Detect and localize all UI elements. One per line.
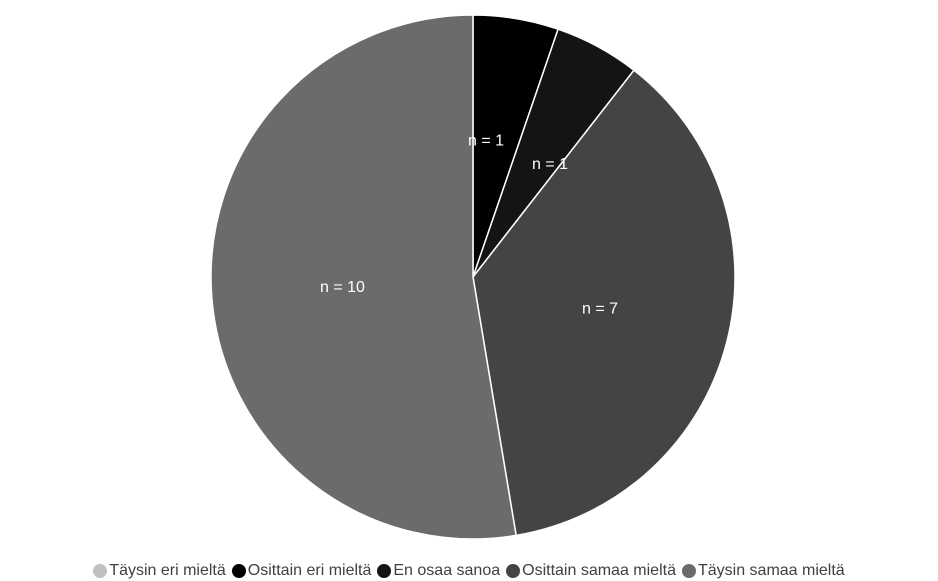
- legend-swatch: [681, 563, 696, 578]
- legend-swatch: [506, 563, 521, 578]
- legend-label: Osittain eri mieltä: [247, 561, 372, 579]
- legend-item-osittain-samaa-mielta: Osittain samaa mieltä: [506, 562, 676, 580]
- legend-label: Täysin eri mieltä: [109, 561, 226, 579]
- pie-slices: [210, 14, 736, 540]
- pie-slice-taysin-samaa-mielta: [210, 14, 517, 540]
- legend-label: Osittain samaa mieltä: [522, 561, 676, 579]
- legend-item-taysin-samaa-mielta: Täysin samaa mieltä: [681, 561, 845, 580]
- data-label-osittain-samaa-mielta: n = 7: [582, 300, 618, 317]
- legend-label: Täysin samaa mieltä: [697, 561, 845, 579]
- legend-swatch: [231, 563, 246, 578]
- data-label-osittain-eri-mielta: n = 1: [468, 133, 504, 150]
- legend-swatch: [93, 563, 108, 578]
- legend-item-osittain-eri-mielta: Osittain eri mieltä: [231, 561, 372, 580]
- pie-data-labels: n = 1 n = 1 n = 7 n = 10: [320, 133, 618, 318]
- legend-item-en-osaa-sanoa: En osaa sanoa: [377, 562, 500, 580]
- pie-slice-osittain-samaa-mielta: [472, 69, 736, 537]
- chart-legend: Täysin eri mieltä Osittain eri mieltä En o…: [0, 560, 938, 581]
- data-label-en-osaa-sanoa: n = 1: [532, 156, 568, 173]
- legend-swatch: [377, 563, 392, 578]
- data-label-taysin-samaa-mielta: n = 10: [320, 279, 365, 296]
- legend-item-taysin-eri-mielta: Täysin eri mieltä: [93, 561, 226, 580]
- legend-label: En osaa sanoa: [393, 561, 501, 579]
